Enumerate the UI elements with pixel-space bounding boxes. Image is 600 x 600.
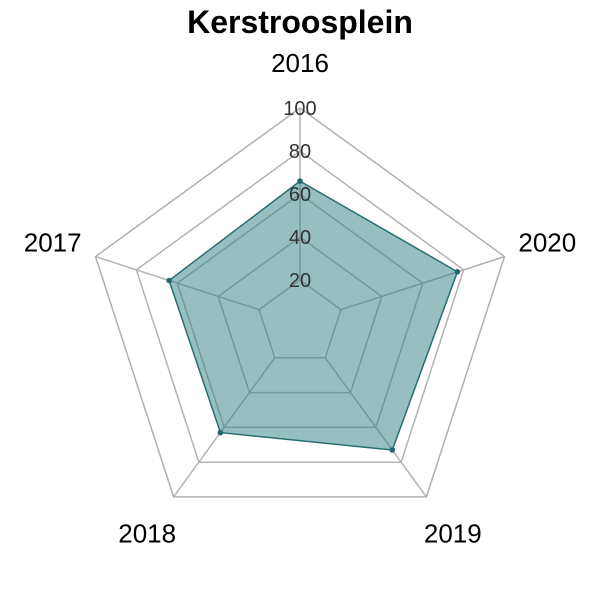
tick-label: 100 (283, 98, 316, 120)
grid-ring-4 (135, 150, 465, 463)
data-point-2018 (217, 429, 224, 436)
data-point-2020 (454, 269, 461, 275)
tick-label: 40 (289, 227, 311, 249)
label-layer: 20 40 60 80 100 2016 2017 2018 2019 2020 (24, 48, 576, 548)
axis-label-2020: 2020 (518, 228, 576, 258)
data-point-2017 (166, 277, 172, 284)
data-point-2016 (297, 178, 303, 184)
data-point-2019 (389, 447, 396, 453)
tick-label: 80 (289, 141, 311, 163)
axis-label-2019: 2019 (424, 518, 482, 548)
tick-label: 20 (289, 270, 311, 292)
data-layer (166, 178, 461, 453)
data-area (168, 180, 459, 451)
axis-label-2018: 2018 (118, 518, 176, 548)
chart-title: Kerstroosplein (187, 4, 413, 40)
tick-label: 60 (289, 184, 311, 206)
grid-ring-5 (94, 107, 506, 498)
axis-label-2017: 2017 (24, 228, 82, 258)
axis-label-2016: 2016 (271, 48, 329, 78)
